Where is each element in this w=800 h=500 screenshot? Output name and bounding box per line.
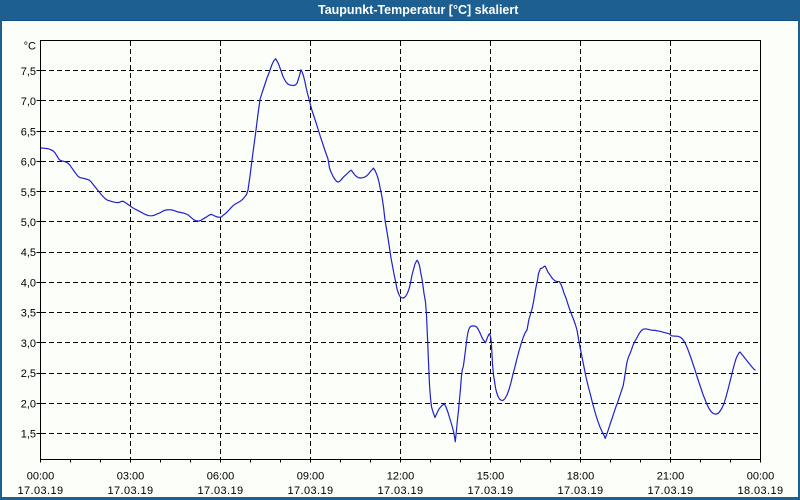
svg-text:00:00: 00:00 xyxy=(747,470,775,482)
svg-text:2,5: 2,5 xyxy=(21,368,36,380)
svg-text:12:00: 12:00 xyxy=(387,470,415,482)
svg-text:4,0: 4,0 xyxy=(21,278,36,290)
svg-text:17.03.19: 17.03.19 xyxy=(647,485,693,497)
svg-text:18:00: 18:00 xyxy=(567,470,595,482)
svg-text:18.03.19: 18.03.19 xyxy=(737,485,783,497)
svg-text:3,0: 3,0 xyxy=(21,338,36,350)
svg-text:17.03.19: 17.03.19 xyxy=(197,485,243,497)
svg-text:°C: °C xyxy=(24,41,36,53)
svg-text:2,0: 2,0 xyxy=(21,398,36,410)
svg-text:5,0: 5,0 xyxy=(21,217,36,229)
svg-text:03:00: 03:00 xyxy=(117,470,145,482)
svg-text:17.03.19: 17.03.19 xyxy=(287,485,333,497)
svg-text:21:00: 21:00 xyxy=(657,470,685,482)
svg-text:00:00: 00:00 xyxy=(27,470,55,482)
svg-text:17.03.19: 17.03.19 xyxy=(557,485,603,497)
svg-text:17.03.19: 17.03.19 xyxy=(377,485,423,497)
svg-text:7,0: 7,0 xyxy=(21,96,36,108)
svg-text:6,5: 6,5 xyxy=(21,126,36,138)
svg-text:17.03.19: 17.03.19 xyxy=(107,485,153,497)
svg-text:6,0: 6,0 xyxy=(21,157,36,169)
svg-text:09:00: 09:00 xyxy=(297,470,325,482)
svg-text:7,5: 7,5 xyxy=(21,66,36,78)
svg-text:3,5: 3,5 xyxy=(21,308,36,320)
svg-text:15:00: 15:00 xyxy=(477,470,505,482)
svg-text:1,5: 1,5 xyxy=(21,429,36,441)
svg-text:5,5: 5,5 xyxy=(21,187,36,199)
svg-text:17.03.19: 17.03.19 xyxy=(467,485,513,497)
svg-text:06:00: 06:00 xyxy=(207,470,235,482)
svg-text:4,5: 4,5 xyxy=(21,247,36,259)
svg-text:17.03.19: 17.03.19 xyxy=(17,485,63,497)
